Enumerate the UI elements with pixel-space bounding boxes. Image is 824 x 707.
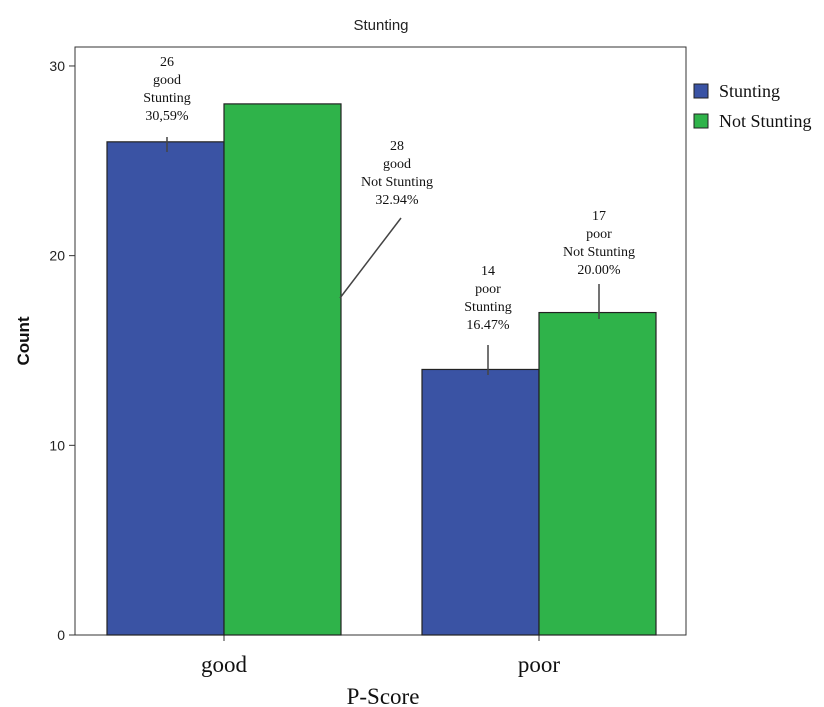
y-tick-label-0: 0 <box>57 627 65 643</box>
y-axis: 0 10 20 30 <box>49 58 75 643</box>
data-label-3-line-0: 17 <box>592 209 606 224</box>
data-label-0-line-0: 26 <box>160 55 174 70</box>
bar-not-stunting-poor <box>538 311 657 636</box>
data-label-2-line-2: Stunting <box>464 300 511 315</box>
bars <box>106 103 657 636</box>
data-label-1-line-0: 28 <box>390 139 404 154</box>
data-labels: 26 good Stunting 30,59% 28 good Not Stunting 32… <box>143 55 635 375</box>
data-label-1-line-1: good <box>383 157 411 172</box>
chart-title: Stunting <box>353 17 408 34</box>
data-label-0-line-2: Stunting <box>143 91 190 106</box>
legend-label-not-stunting: Not Stunting <box>719 111 812 131</box>
bar-stunting-good <box>106 141 225 636</box>
data-label-0-line-1: good <box>153 73 181 88</box>
data-label-2-line-1: poor <box>475 282 501 297</box>
x-axis: good poor <box>201 635 560 677</box>
legend: Stunting Not Stunting <box>693 81 812 131</box>
plot-frame <box>74 46 687 636</box>
y-tick-label-1: 10 <box>49 437 65 453</box>
data-label-3-line-2: Not Stunting <box>563 245 635 260</box>
x-tick-label-good: good <box>201 652 248 677</box>
y-tick-label-2: 20 <box>49 248 65 264</box>
legend-swatch-not-stunting <box>693 113 709 129</box>
data-label-3-line-1: poor <box>586 227 612 242</box>
data-label-2-line-3: 16.47% <box>466 318 510 333</box>
data-label-leader-1 <box>339 217 402 299</box>
legend-swatch-stunting <box>693 83 709 99</box>
data-label-1-line-2: Not Stunting <box>361 175 433 190</box>
y-tick-label-3: 30 <box>49 58 65 74</box>
bar-not-stunting-good <box>223 103 342 636</box>
x-tick-label-poor: poor <box>518 652 561 677</box>
legend-label-stunting: Stunting <box>719 81 780 101</box>
x-axis-label: P-Score <box>347 684 420 707</box>
y-axis-label: Count <box>14 316 33 365</box>
data-label-3-line-3: 20.00% <box>577 263 621 278</box>
data-label-2-line-0: 14 <box>481 264 495 279</box>
data-label-1-line-3: 32.94% <box>375 193 419 208</box>
data-label-0-line-3: 30,59% <box>145 109 189 124</box>
bar-stunting-poor <box>421 368 540 636</box>
